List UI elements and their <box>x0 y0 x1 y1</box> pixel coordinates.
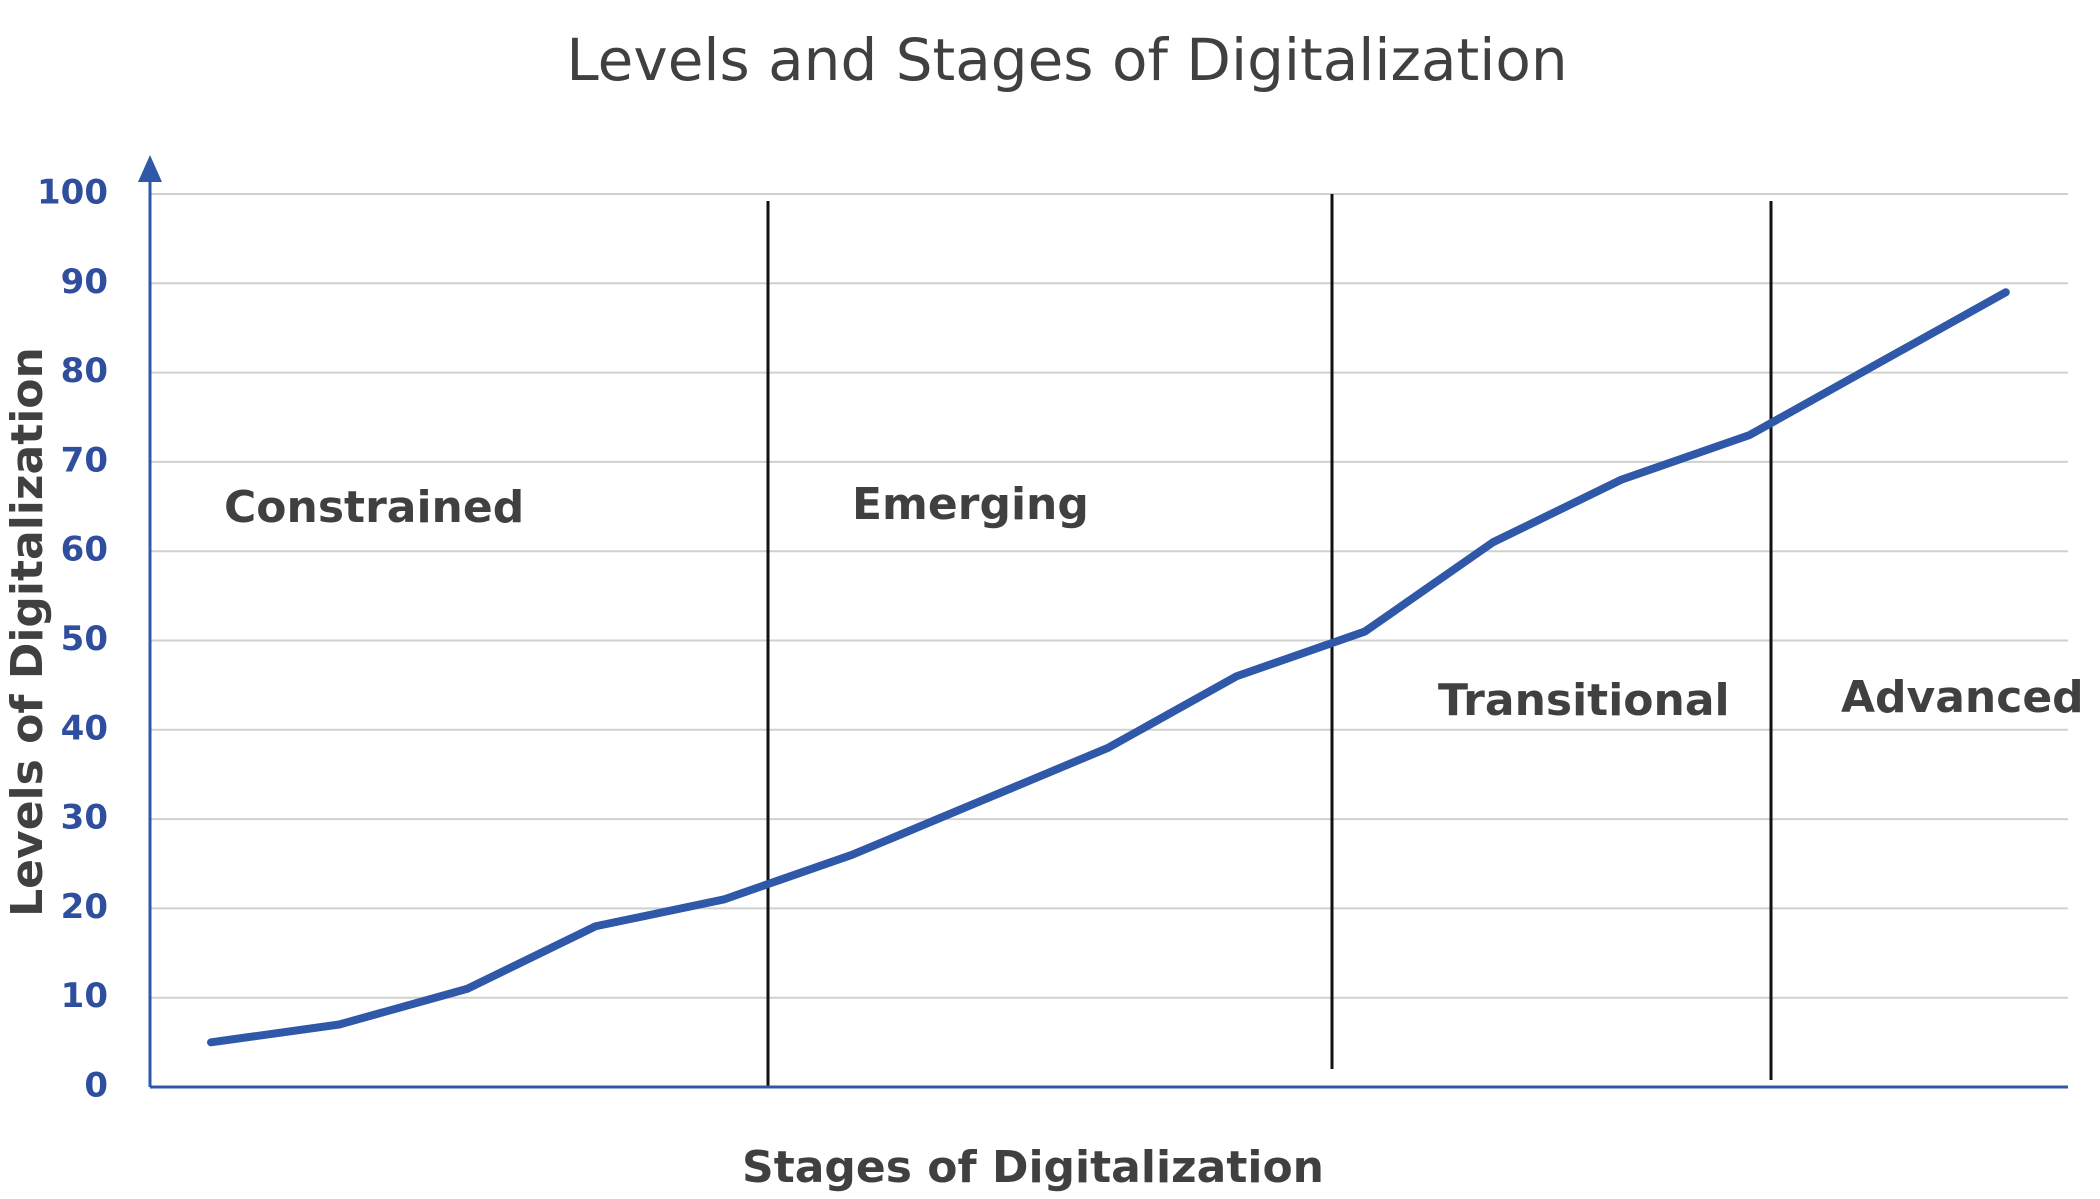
y-axis-arrow <box>138 155 162 182</box>
stage-label: Emerging <box>852 479 1089 530</box>
y-tick-label: 40 <box>61 708 108 748</box>
y-tick-label: 90 <box>61 262 108 302</box>
stage-boundaries <box>766 194 1773 1087</box>
stage-label: Constrained <box>224 482 524 533</box>
y-tick-label: 80 <box>61 351 108 391</box>
y-tick-label: 70 <box>61 440 108 480</box>
chart-title: Levels and Stages of Digitalization <box>566 26 1567 94</box>
y-tick-label: 30 <box>61 798 108 838</box>
x-axis-label: Stages of Digitalization <box>742 1142 1324 1193</box>
y-tick-label: 0 <box>84 1066 108 1106</box>
stage-label: Advanced <box>1841 672 2084 723</box>
data-line <box>207 288 2010 1047</box>
y-tick-label: 10 <box>61 976 108 1016</box>
y-tick-label: 50 <box>61 619 108 659</box>
y-tick-label: 100 <box>37 173 108 213</box>
stage-label: Transitional <box>1438 675 1730 726</box>
y-axis-label: Levels of Digitalization <box>2 347 53 917</box>
grid <box>150 193 2068 1088</box>
y-tick-label: 60 <box>61 530 108 570</box>
y-tick-label: 20 <box>61 887 108 927</box>
